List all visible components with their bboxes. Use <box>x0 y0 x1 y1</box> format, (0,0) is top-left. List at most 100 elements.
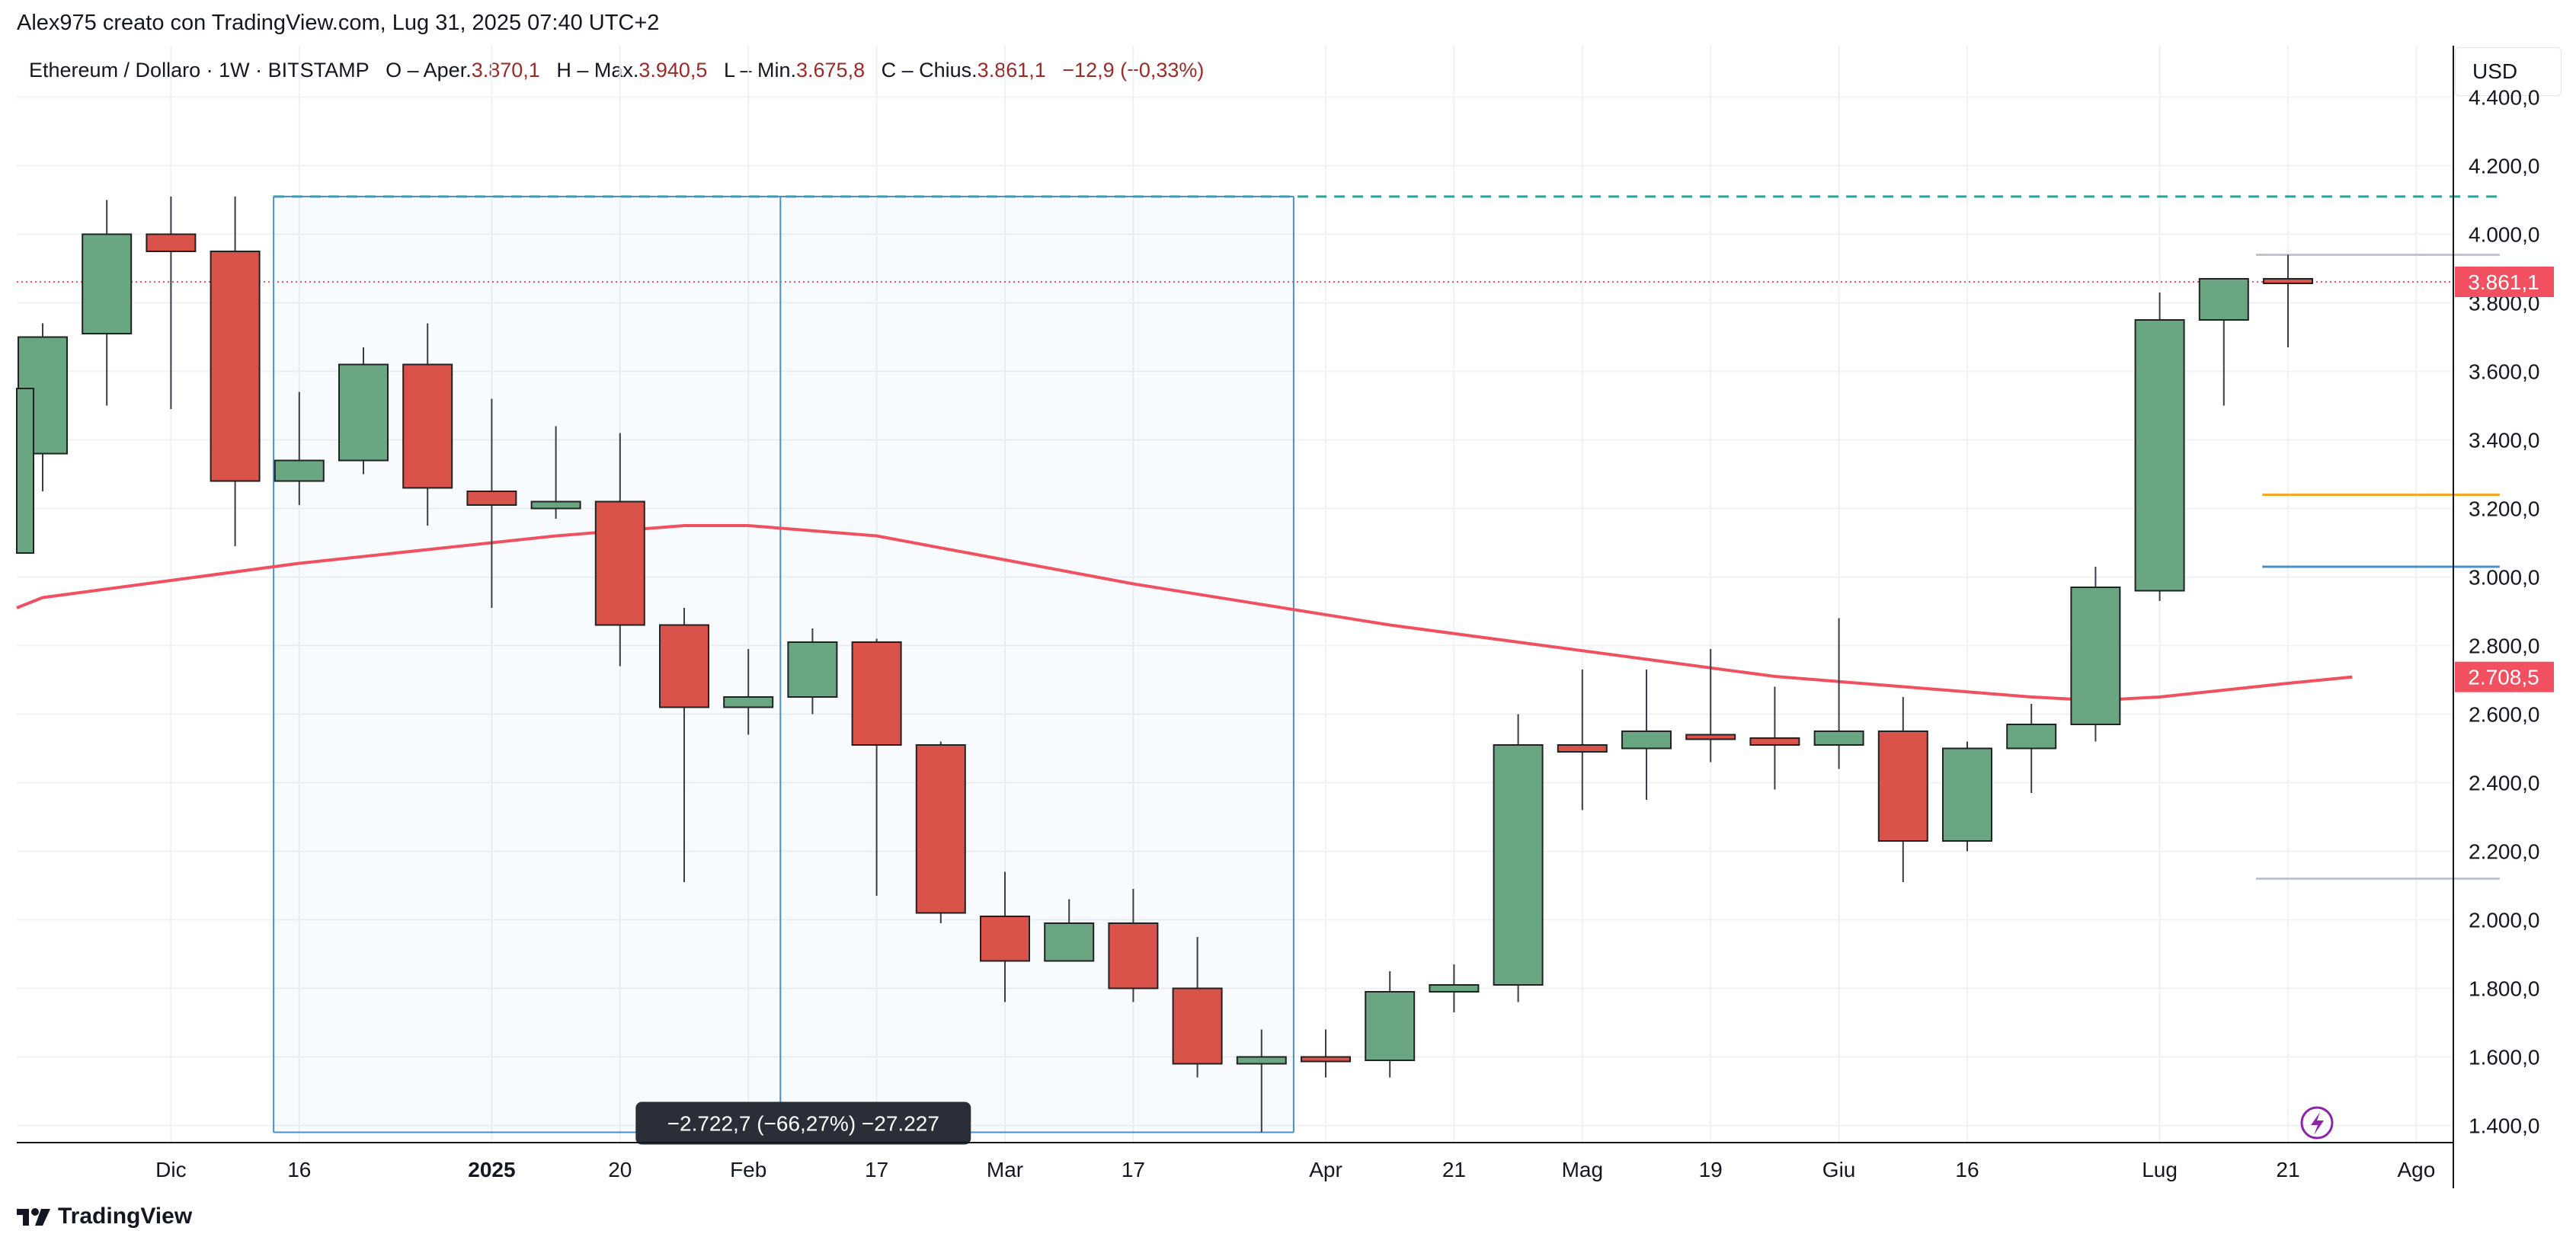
price-tick-label: 4.200,0 <box>2469 155 2539 178</box>
candle <box>1813 618 1864 769</box>
candle <box>2006 704 2057 793</box>
candle-body <box>787 641 838 698</box>
candle-body <box>1493 744 1544 986</box>
price-tick-label: 2.400,0 <box>2469 772 2539 795</box>
candle-body <box>1942 747 1992 842</box>
legend-low-value: 3.675,8 <box>796 59 866 82</box>
measure-tool: −2.722,7 (−66,27%) −27.227 <box>273 196 1294 1145</box>
candle <box>1365 971 1416 1078</box>
moving-average-path <box>16 524 2353 702</box>
flash-icon-ring <box>2300 1106 2334 1140</box>
time-tick-label: 21 <box>1442 1158 1466 1181</box>
candle-body <box>466 491 517 506</box>
candle <box>530 426 581 519</box>
price-tick-label: 1.400,0 <box>2469 1114 2539 1138</box>
measure-label: −2.722,7 (−66,27%) −27.227 <box>667 1112 939 1136</box>
legend-high-label: H – Max. <box>556 59 639 82</box>
legend-close-label: C – Chius. <box>881 59 978 82</box>
candle-body <box>1685 734 1736 740</box>
candle <box>1621 670 1672 800</box>
candle <box>2070 567 2121 742</box>
time-tick-label: 19 <box>1699 1158 1723 1181</box>
candle-body <box>1429 984 1480 993</box>
time-tick-label: 17 <box>1122 1158 1145 1181</box>
candle-body <box>659 624 709 708</box>
last-price-badge-label: 3.861,1 <box>2468 270 2539 294</box>
candle <box>1749 686 1800 790</box>
time-tick-label: 16 <box>1955 1158 1979 1181</box>
legend-high-value: 3.940,5 <box>638 59 708 82</box>
candle <box>787 628 838 715</box>
price-tick-label: 2.200,0 <box>2469 840 2539 864</box>
candle <box>1493 714 1544 1002</box>
flash-icon <box>2300 1106 2334 1140</box>
candle-body <box>2070 587 2121 725</box>
ma-badge-label: 2.708,5 <box>2468 666 2539 689</box>
legend-close-value: 3.861,1 <box>977 59 1046 82</box>
price-tick-label: 4.000,0 <box>2469 223 2539 247</box>
candle-body <box>915 744 966 914</box>
time-tick-label: 21 <box>2276 1158 2299 1181</box>
price-badges: 3.861,1 2.708,5 <box>2455 267 2554 692</box>
candle <box>1301 1029 1351 1078</box>
price-tick-label: 3.000,0 <box>2469 566 2539 590</box>
time-tick-label: Mar <box>987 1158 1023 1181</box>
candle <box>1557 670 1608 810</box>
candle <box>1685 649 1736 762</box>
candle <box>274 392 325 505</box>
price-tick-label: 3.200,0 <box>2469 497 2539 521</box>
candle-body <box>723 696 774 708</box>
candle <box>915 741 966 923</box>
candle <box>1172 937 1223 1078</box>
symbol-legend: Ethereum / Dollaro · 1W · BITSTAMP O – A… <box>29 59 1204 82</box>
time-tick-label: 2025 <box>468 1158 515 1181</box>
candle-body <box>594 500 645 626</box>
time-tick-label: 17 <box>865 1158 888 1181</box>
price-tick-label: 4.400,0 <box>2469 86 2539 110</box>
time-tick-label: Feb <box>730 1158 766 1181</box>
price-tick-label: 1.800,0 <box>2469 977 2539 1001</box>
candle <box>1108 889 1159 1002</box>
candle-body <box>1044 922 1095 962</box>
candle <box>594 433 645 667</box>
candle-body <box>338 363 389 462</box>
candle <box>980 871 1030 1002</box>
candle <box>723 649 774 735</box>
time-tick-label: Mag <box>1562 1158 1603 1181</box>
time-tick-label: Ago <box>2397 1158 2435 1181</box>
candle <box>1429 964 1480 1012</box>
candle-body <box>1236 1056 1287 1065</box>
candle <box>659 608 709 882</box>
candle-body <box>1108 922 1159 989</box>
price-tick-label: 3.600,0 <box>2469 360 2539 384</box>
candle <box>82 200 133 406</box>
currency-selector[interactable] <box>2455 47 2562 96</box>
candle-body <box>980 916 1030 962</box>
candle <box>851 638 902 896</box>
candle-body <box>146 233 197 252</box>
candle-body-partial <box>16 388 34 554</box>
candle-body <box>210 251 261 482</box>
time-tick-label: Dic <box>155 1158 186 1181</box>
candle-body <box>2134 319 2185 592</box>
candle-body <box>82 233 133 334</box>
chart-attribution: Alex975 creato con TradingView.com, Lug … <box>17 11 660 35</box>
candle <box>1044 899 1095 962</box>
time-tick-label: Lug <box>2142 1158 2178 1181</box>
candle-body <box>2263 278 2313 284</box>
candle-body <box>274 459 325 482</box>
time-tick-label: 20 <box>608 1158 632 1181</box>
candles <box>16 197 2313 1133</box>
tradingview-logo: TradingView <box>17 1204 192 1229</box>
last-price-badge <box>2455 267 2554 298</box>
time-axis: Dic 16 2025 20 Feb 17 Mar 17 Apr 21 Mag 19 Giu 16 Lug 2… <box>155 1158 2435 1181</box>
moving-average-line <box>16 524 2353 702</box>
time-tick-label: Giu <box>1822 1158 1856 1181</box>
candle-body <box>1621 730 1672 750</box>
candle-body <box>1365 991 1416 1061</box>
legend-low-label: L – Min. <box>723 59 796 82</box>
candle-body <box>1813 730 1864 746</box>
tradingview-brand: TradingView <box>58 1204 193 1229</box>
price-tick-label: 2.000,0 <box>2469 909 2539 932</box>
